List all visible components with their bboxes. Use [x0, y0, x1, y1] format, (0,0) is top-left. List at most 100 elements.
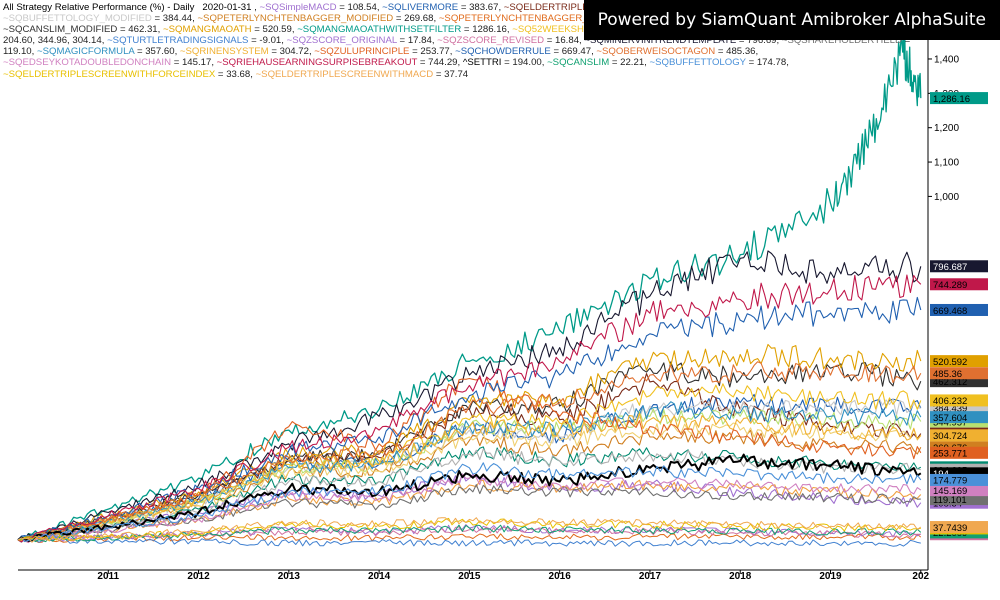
value-badge-label: 485.36 [933, 369, 962, 380]
legend-series-value: 485.36 [726, 46, 756, 58]
series-line [17, 412, 922, 542]
legend-series-name: ~SQBUFFETTOLOGY [649, 57, 746, 69]
legend-series-name: ~SQPETERLYNCHTENBAGGER_ORIGINAL [438, 13, 634, 25]
value-badge [930, 446, 988, 459]
legend-series-value: 37.74 [444, 68, 469, 80]
series-line [17, 517, 922, 543]
value-badge [930, 303, 988, 316]
legend-series-value: 194.00 [512, 57, 542, 69]
value-badge-label: 520.592 [933, 357, 967, 368]
series-line [17, 473, 922, 543]
legend-series-name: ~SQMAGICFORMULA [36, 46, 135, 58]
series-line [17, 479, 922, 542]
chart-legend: All Strategy Relative Performance (%) - … [3, 2, 915, 80]
legend-series-value: 33.68 [226, 68, 251, 80]
legend-series-name: ~SQSimpleMACD [259, 2, 337, 13]
legend-series-value: 304.72 [279, 46, 309, 58]
legend-series-value: 384.44 [162, 13, 193, 25]
value-badge [930, 411, 988, 424]
series-line [17, 537, 921, 547]
legend-series-value: 357.60 [145, 46, 175, 58]
value-badge [930, 367, 988, 380]
legend-series-value: 17.84 [407, 35, 432, 47]
value-badge-label: 462.312 [933, 377, 967, 388]
value-badge [930, 394, 988, 407]
series-line [17, 361, 922, 541]
legend-series-value: -9.01 [259, 35, 282, 47]
powered-by-watermark: Powered by SiamQuant Amibroker AlphaSuit… [583, 0, 1000, 40]
legend-series-name: ~SQMANGMAOATH [162, 24, 252, 36]
x-tick-label: 202 [912, 571, 929, 582]
legend-series-value: 22.21 [620, 57, 645, 69]
value-badge-label: 796.687 [933, 262, 967, 273]
series-line [17, 462, 922, 543]
x-tick-label: 2019 [819, 571, 842, 582]
value-badge [930, 260, 988, 273]
value-badge-label: 1,286.16 [933, 94, 970, 105]
legend-series-value: 744.29 [428, 57, 458, 69]
value-badge-label: 744.289 [933, 280, 967, 291]
series-line [17, 533, 922, 543]
value-badge [930, 473, 988, 486]
legend-series-name: ~SQEDSEYKOTADOUBLEDONCHAIN [3, 57, 172, 69]
legend-series-value: 344.96 [37, 35, 68, 47]
legend-series-value: 796.69 [747, 35, 777, 47]
chart-title: All Strategy Relative Performance (%) - … [3, 2, 195, 13]
legend-series-value: 145.17 [181, 57, 212, 69]
x-tick-label: 2017 [639, 571, 662, 582]
legend-series-value: 204.60 [3, 35, 33, 47]
legend-series-name: ~SQZULUPRINCIPLE [314, 46, 410, 58]
series-line [17, 429, 922, 543]
legend-series-name: ~SQLIVERMORE [382, 2, 459, 13]
series-line [17, 361, 922, 542]
legend-series-name: ~SQCHOWDERRULE [455, 46, 551, 58]
value-badge-label: 253.771 [933, 449, 967, 460]
legend-series-name: ~SQ52WEEKSHIGH [512, 24, 602, 36]
legend-series-name: ~SQMINERVINITRENDTEMPLATE [584, 35, 737, 47]
value-badge [930, 92, 988, 105]
legend-series-name: ^SETTRI [462, 57, 502, 69]
legend-series-name: ~SQRIEHAUSEARNINGSURPISEBREAKOUT [216, 57, 418, 69]
legend-series-value: 16.84 [555, 35, 580, 47]
legend-series-value: 119.10 [3, 46, 32, 58]
series-line [17, 517, 921, 542]
series-line [17, 377, 922, 542]
legend-series-name: ~SQCANSLIM_MODIFIED [3, 24, 118, 36]
legend-series-name: ~SQMANGMAOATHWITHSETFILTER [297, 24, 462, 36]
value-badge-label: 174.779 [933, 476, 967, 487]
value-badge [930, 521, 988, 534]
y-tick-label: 1,000 [934, 192, 959, 203]
legend-series-name: ~SQTURTLETRADINGSIGNALS [107, 35, 249, 47]
legend-series-name: ~SQELDERTRIPLESCREENWITHFORCEINDEX [3, 68, 216, 80]
legend-series-value: 304.14 [72, 35, 102, 47]
x-tick-label: 2014 [368, 571, 391, 582]
value-badge [930, 278, 988, 291]
x-tick-label: 2016 [549, 571, 572, 582]
value-badge-label: 145.169 [933, 486, 967, 497]
series-line [17, 250, 922, 541]
legend-series-name: ~SQRINENSYSTEM [179, 46, 269, 58]
legend-series-value: 253.77 [420, 46, 450, 58]
legend-series-name: ~SQZSCORE_REVISED [437, 35, 545, 47]
value-badge-label: 119.101 [933, 495, 967, 506]
x-tick-label: 2012 [187, 571, 210, 582]
value-badge-label: 669.468 [933, 306, 967, 317]
legend-series-value: 383.67 [469, 2, 499, 13]
series-line [17, 524, 922, 543]
legend-series-value: 108.54 [347, 2, 377, 13]
legend-series-name: ~SQOBERWEISOCTAGON [596, 46, 716, 58]
y-tick-label: 1,200 [934, 123, 959, 134]
legend-series-name: ~SQBUFFETTOLOGY_MODIFIED [3, 13, 152, 25]
legend-series-value: 520.59 [262, 24, 292, 36]
series-line [17, 33, 922, 541]
value-badge-label: 406.232 [933, 396, 967, 407]
legend-series-name: ~SQCANSLIM [547, 57, 610, 69]
series-line [17, 296, 922, 541]
legend-series-name: ~SQSHAREHOLDERYIELD [781, 35, 902, 47]
series-line [17, 484, 921, 542]
y-tick-label: 1,400 [934, 54, 959, 65]
x-tick-label: 2011 [97, 571, 119, 582]
y-tick-label: 1,100 [934, 158, 959, 169]
